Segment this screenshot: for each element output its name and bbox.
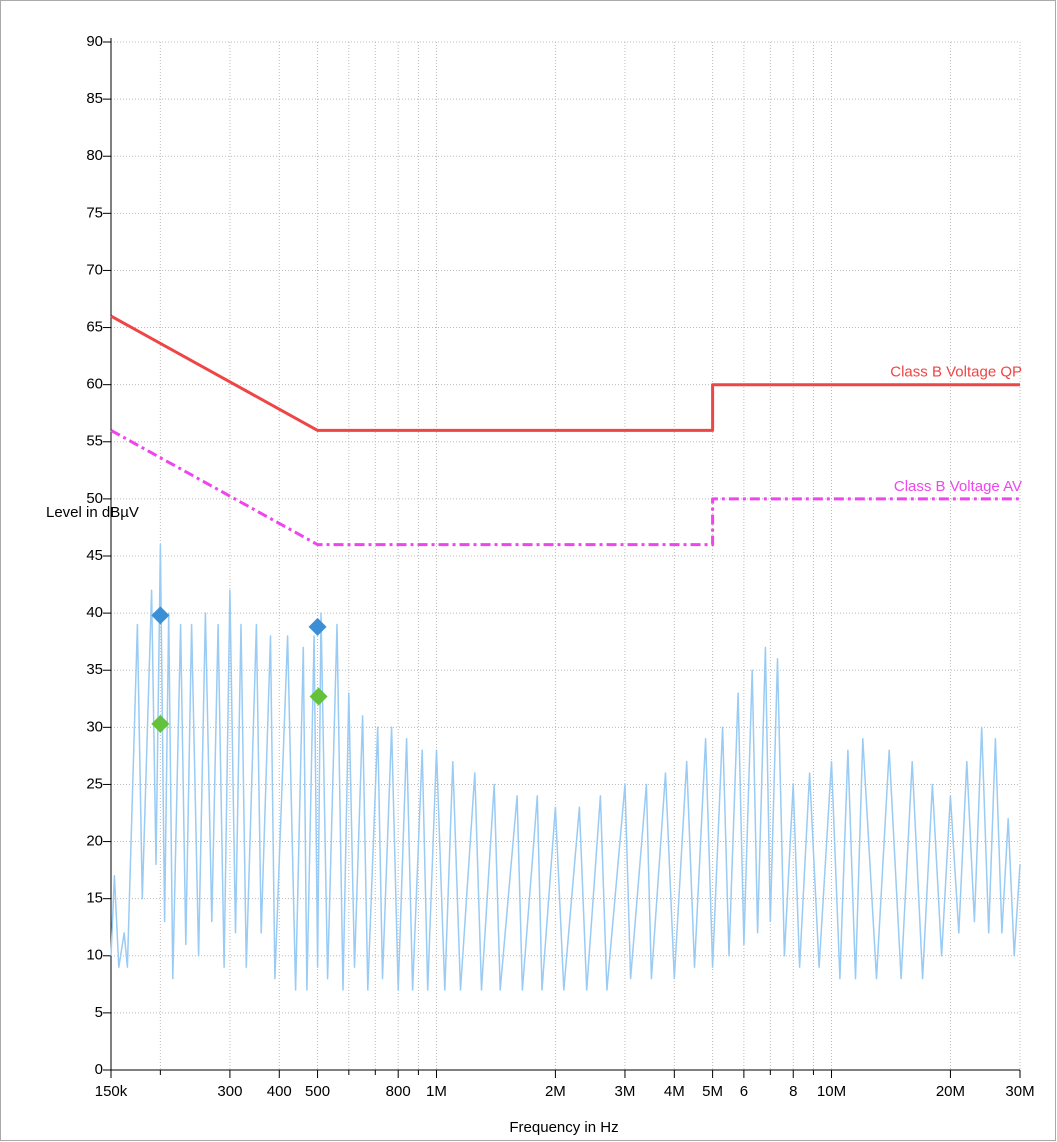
x-tick-label: 2M [545,1083,566,1100]
x-tick-label: 800 [386,1083,411,1100]
marker [309,687,328,706]
y-axis-label: Level in dBµV [46,504,139,521]
spectrum-trace [110,543,1021,991]
marker [308,617,327,636]
x-tick-label: 150k [95,1083,128,1100]
marker [151,606,170,625]
y-tick-label: 50 [86,490,103,507]
x-tick-label: 4M [664,1083,685,1100]
y-tick-label: 5 [95,1004,103,1021]
y-tick-label: 60 [86,376,103,393]
x-tick-label: 6 [740,1083,748,1100]
limit-line [110,429,1020,547]
x-tick-label: 10M [817,1083,846,1100]
y-tick-label: 10 [86,947,103,964]
y-tick-label: 70 [86,261,103,278]
x-tick-label: 400 [267,1083,292,1100]
x-tick-label: 1M [426,1083,447,1100]
y-tick-label: 80 [86,147,103,164]
x-axis-label: Frequency in Hz [509,1119,618,1136]
limit-line [110,314,1020,432]
x-tick-label: 300 [217,1083,242,1100]
y-tick-label: 40 [86,604,103,621]
x-tick-label: 30M [1005,1083,1034,1100]
limit-label: Class B Voltage QP [890,364,1022,381]
limit-label: Class B Voltage AV [894,478,1022,495]
x-tick-label: 5M [702,1083,723,1100]
y-tick-label: 75 [86,204,103,221]
y-tick-label: 45 [86,547,103,564]
x-tick-label: 20M [936,1083,965,1100]
x-tick-label: 8 [789,1083,797,1100]
y-tick-label: 90 [86,33,103,50]
y-tick-label: 85 [86,90,103,107]
y-tick-label: 20 [86,833,103,850]
y-tick-label: 30 [86,718,103,735]
y-tick-label: 55 [86,433,103,450]
marker [151,714,170,733]
y-tick-label: 35 [86,661,103,678]
y-tick-label: 25 [86,775,103,792]
x-tick-label: 3M [615,1083,636,1100]
y-tick-label: 15 [86,890,103,907]
x-tick-label: 500 [305,1083,330,1100]
y-tick-label: 0 [95,1061,103,1078]
y-tick-label: 65 [86,319,103,336]
